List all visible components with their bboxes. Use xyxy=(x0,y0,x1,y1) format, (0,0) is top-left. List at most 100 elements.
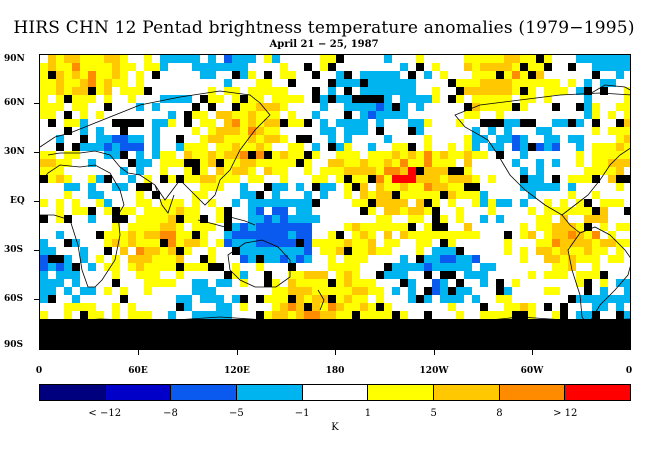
anomaly-cell xyxy=(456,207,464,215)
anomaly-cell xyxy=(568,135,576,143)
anomaly-cell xyxy=(64,255,72,263)
anomaly-cell xyxy=(488,55,496,63)
anomaly-cell xyxy=(296,207,304,215)
anomaly-cell xyxy=(48,279,56,287)
anomaly-cell xyxy=(136,183,144,191)
anomaly-cell xyxy=(304,239,312,247)
anomaly-cell xyxy=(88,191,96,199)
anomaly-cell xyxy=(208,183,216,191)
anomaly-cell xyxy=(56,215,64,223)
anomaly-cell xyxy=(224,231,232,239)
anomaly-cell xyxy=(384,327,392,335)
anomaly-cell xyxy=(584,87,592,95)
anomaly-cell xyxy=(520,231,528,239)
anomaly-cell xyxy=(480,319,488,327)
anomaly-cell xyxy=(544,319,552,327)
anomaly-cell xyxy=(40,159,48,167)
anomaly-cell xyxy=(408,223,416,231)
anomaly-cell xyxy=(160,175,168,183)
anomaly-cell xyxy=(152,343,160,349)
anomaly-cell xyxy=(200,239,208,247)
anomaly-cell xyxy=(512,327,520,335)
anomaly-cell xyxy=(496,95,504,103)
anomaly-cell xyxy=(352,103,360,111)
lon-tick xyxy=(434,350,435,355)
anomaly-cell xyxy=(520,79,528,87)
anomaly-cell xyxy=(552,335,560,343)
anomaly-cell xyxy=(520,311,528,319)
anomaly-cell xyxy=(400,79,408,87)
anomaly-cell xyxy=(496,215,504,223)
anomaly-cell xyxy=(328,95,336,103)
anomaly-cell xyxy=(568,119,576,127)
anomaly-cell xyxy=(472,95,480,103)
anomaly-cell xyxy=(160,335,168,343)
anomaly-cell xyxy=(352,199,360,207)
anomaly-cell xyxy=(64,95,72,103)
anomaly-cell xyxy=(328,87,336,95)
anomaly-cell xyxy=(232,223,240,231)
anomaly-cell xyxy=(408,327,416,335)
anomaly-cell xyxy=(168,247,176,255)
anomaly-cell xyxy=(600,87,608,95)
anomaly-cell xyxy=(248,127,256,135)
anomaly-cell xyxy=(208,311,216,319)
anomaly-cell xyxy=(344,103,352,111)
anomaly-cell xyxy=(368,287,376,295)
anomaly-cell xyxy=(80,207,88,215)
anomaly-cell xyxy=(584,295,592,303)
anomaly-cell xyxy=(168,151,176,159)
anomaly-cell xyxy=(480,199,488,207)
anomaly-cell xyxy=(264,327,272,335)
anomaly-cell xyxy=(464,343,472,349)
anomaly-cell xyxy=(56,231,64,239)
anomaly-cell xyxy=(64,311,72,319)
anomaly-cell xyxy=(48,71,56,79)
anomaly-cell xyxy=(416,319,424,327)
anomaly-cell xyxy=(608,55,616,63)
anomaly-cell xyxy=(496,279,504,287)
anomaly-cell xyxy=(248,239,256,247)
anomaly-cell xyxy=(368,79,376,87)
anomaly-cell xyxy=(592,207,600,215)
anomaly-cell xyxy=(576,87,584,95)
anomaly-cell xyxy=(48,247,56,255)
anomaly-cell xyxy=(624,335,630,343)
anomaly-cell xyxy=(64,79,72,87)
anomaly-cell xyxy=(80,79,88,87)
anomaly-cell xyxy=(128,335,136,343)
anomaly-cell xyxy=(264,311,272,319)
anomaly-cell xyxy=(472,231,480,239)
anomaly-cell xyxy=(400,343,408,349)
anomaly-cell xyxy=(232,335,240,343)
anomaly-cell xyxy=(104,231,112,239)
anomaly-cell xyxy=(352,231,360,239)
anomaly-cell xyxy=(584,215,592,223)
anomaly-cell xyxy=(272,295,280,303)
anomaly-cell xyxy=(256,135,264,143)
anomaly-cell xyxy=(88,183,96,191)
anomaly-cell xyxy=(336,151,344,159)
anomaly-cell xyxy=(296,255,304,263)
anomaly-cell xyxy=(208,327,216,335)
anomaly-cell xyxy=(416,231,424,239)
anomaly-cell xyxy=(616,279,624,287)
anomaly-cell xyxy=(344,87,352,95)
anomaly-cell xyxy=(600,79,608,87)
anomaly-cell xyxy=(424,159,432,167)
anomaly-cell xyxy=(312,215,320,223)
anomaly-cell xyxy=(368,87,376,95)
anomaly-cell xyxy=(256,95,264,103)
anomaly-cell xyxy=(168,215,176,223)
anomaly-cell xyxy=(136,263,144,271)
anomaly-cell xyxy=(120,167,128,175)
anomaly-cell xyxy=(472,335,480,343)
anomaly-cell xyxy=(56,63,64,71)
anomaly-cell xyxy=(416,159,424,167)
anomaly-cell xyxy=(496,135,504,143)
anomaly-cell xyxy=(488,335,496,343)
anomaly-cell xyxy=(128,95,136,103)
anomaly-cell xyxy=(328,279,336,287)
anomaly-cell xyxy=(128,311,136,319)
anomaly-cell xyxy=(144,343,152,349)
